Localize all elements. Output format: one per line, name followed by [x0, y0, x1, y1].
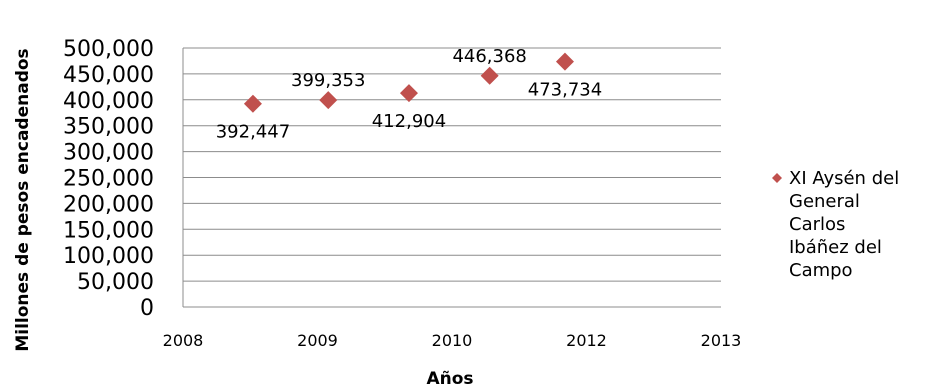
x-tick-label: 2009: [297, 331, 338, 350]
y-tick-label: 50,000: [77, 270, 154, 295]
y-tick-label: 350,000: [63, 115, 154, 140]
data-label: 399,353: [291, 70, 365, 91]
legend-marker: [772, 173, 782, 183]
x-tick-label: 2010: [432, 331, 473, 350]
data-point: [555, 52, 574, 71]
y-tick-labels: 050,000100,000150,000200,000250,000300,0…: [63, 37, 154, 321]
y-tick-label: 400,000: [63, 89, 154, 114]
x-tick-labels: 2008 2009 2010 2012 2013: [163, 331, 742, 350]
data-label: 446,368: [452, 46, 526, 67]
data-point: [480, 66, 499, 85]
y-tick-label: 450,000: [63, 63, 154, 88]
y-axis-title: Millones de pesos encadenados: [13, 48, 33, 351]
data-label: 473,734: [528, 80, 602, 101]
y-tick-label: 200,000: [63, 192, 154, 217]
x-tick-label: 2012: [566, 331, 607, 350]
y-tick-label: 150,000: [63, 218, 154, 243]
data-label: 412,904: [372, 111, 446, 132]
data-point: [399, 84, 418, 103]
y-tick-label: 300,000: [63, 141, 154, 166]
y-tick-label: 500,000: [63, 37, 154, 62]
legend-label: General: [789, 191, 860, 212]
data-points: [243, 52, 574, 113]
data-point: [243, 94, 262, 113]
y-tick-label: 0: [140, 296, 154, 321]
x-axis-title: Años: [426, 369, 473, 389]
legend-label: Campo: [789, 260, 853, 281]
y-tick-label: 100,000: [63, 244, 154, 269]
legend-label: Carlos: [789, 214, 845, 235]
data-point: [319, 91, 338, 110]
grid-lines: [182, 47, 721, 308]
x-tick-label: 2008: [163, 331, 204, 350]
x-tick-label: 2013: [701, 331, 742, 350]
legend-label: Ibáñez del: [789, 237, 882, 258]
legend-label: XI Aysén del: [789, 168, 899, 189]
y-tick-label: 250,000: [63, 167, 154, 192]
data-label: 392,447: [216, 122, 290, 143]
